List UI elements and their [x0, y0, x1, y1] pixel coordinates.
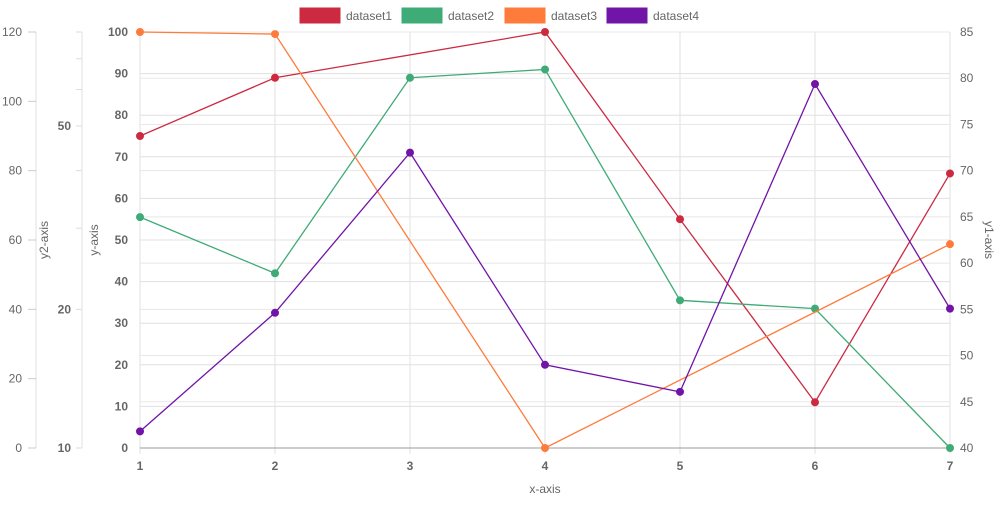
- x-tick-label: 4: [542, 459, 549, 473]
- y1-tick-label: 55: [960, 302, 974, 316]
- y2-tick-label: 20: [9, 372, 23, 386]
- legend-swatch: [401, 7, 443, 24]
- legend-item-dataset1[interactable]: dataset1: [299, 7, 392, 24]
- y2-tick-label: 120: [2, 25, 22, 39]
- axes: 1 2 3 4 5 6 7x-axis0102030405060708090100y-axi…: [2, 25, 996, 496]
- series-dataset3: [136, 28, 954, 452]
- legend-swatch: [299, 7, 341, 24]
- y2-tick-label: 100: [2, 94, 22, 108]
- y2-axis-title: y2-axis: [37, 221, 51, 259]
- y-tick-label: 40: [115, 275, 129, 289]
- series-dataset4: [136, 80, 954, 436]
- y2-tick-label: 0: [15, 441, 22, 455]
- legend-label: dataset2: [448, 9, 494, 23]
- data-point-dataset2: [946, 444, 954, 452]
- data-point-dataset3: [541, 444, 549, 452]
- series-layer: [136, 28, 954, 452]
- legend-item-dataset2[interactable]: dataset2: [401, 7, 494, 24]
- y-tick-label: 20: [115, 358, 129, 372]
- data-point-dataset3: [271, 30, 279, 39]
- y3-tick-label: 20: [58, 302, 72, 316]
- data-point-dataset1: [271, 73, 279, 82]
- y-tick-label: 60: [115, 191, 129, 205]
- data-point-dataset1: [946, 169, 954, 178]
- y-tick-label: 90: [115, 67, 129, 81]
- series-dataset2: [136, 65, 954, 452]
- data-point-dataset2: [676, 296, 684, 305]
- y-tick-label: 10: [115, 399, 129, 413]
- series-line-dataset1: [139, 31, 951, 404]
- x-tick-label: 6: [812, 459, 819, 473]
- legend-label: dataset3: [551, 9, 597, 23]
- y1-tick-label: 80: [960, 71, 974, 85]
- y2-tick-label: 40: [9, 302, 23, 316]
- legend-label: dataset1: [346, 9, 392, 23]
- data-point-dataset4: [136, 427, 144, 436]
- y-tick-label: 100: [108, 25, 128, 39]
- data-point-dataset1: [676, 215, 684, 224]
- data-point-dataset4: [406, 148, 414, 157]
- y1-tick-label: 70: [960, 164, 974, 178]
- data-point-dataset2: [136, 213, 144, 222]
- series-line-dataset3: [139, 31, 951, 449]
- legend-label: dataset4: [653, 9, 699, 23]
- y1-tick-label: 40: [960, 441, 974, 455]
- data-point-dataset3: [946, 240, 954, 249]
- legend-item-dataset3[interactable]: dataset3: [504, 7, 597, 24]
- y-axis-title: y-axis: [87, 224, 101, 255]
- x-axis-title: x-axis: [529, 482, 560, 496]
- x-tick-label: 5: [677, 459, 684, 473]
- data-point-dataset3: [136, 28, 144, 36]
- y1-tick-label: 50: [960, 349, 974, 363]
- y-tick-label: 70: [115, 150, 129, 164]
- y-tick-label: 80: [115, 108, 129, 122]
- x-tick-label: 3: [407, 459, 414, 473]
- y2-tick-label: 60: [9, 233, 23, 247]
- legend-swatch: [606, 7, 648, 24]
- series-dataset1: [136, 28, 954, 407]
- y1-axis-title: y1-axis: [982, 221, 996, 259]
- y1-tick-label: 45: [960, 395, 974, 409]
- y-tick-label: 30: [115, 316, 129, 330]
- data-point-dataset2: [541, 65, 549, 74]
- data-point-dataset2: [406, 73, 414, 82]
- y3-tick-label: 10: [58, 441, 72, 455]
- data-point-dataset1: [811, 398, 819, 407]
- y1-tick-label: 85: [960, 25, 974, 39]
- data-point-dataset4: [271, 308, 279, 317]
- y1-tick-label: 65: [960, 210, 974, 224]
- data-point-dataset4: [811, 80, 819, 88]
- x-tick-label: 2: [272, 459, 279, 473]
- y3-tick-label: 50: [58, 119, 72, 133]
- y-tick-label: 50: [115, 233, 129, 247]
- data-point-dataset4: [541, 360, 549, 369]
- y1-tick-label: 60: [960, 256, 974, 270]
- y-tick-label: 0: [121, 441, 128, 455]
- data-point-dataset4: [946, 304, 954, 313]
- y1-tick-label: 75: [960, 117, 974, 131]
- legend-swatch: [504, 7, 546, 24]
- data-point-dataset1: [136, 132, 144, 140]
- x-tick-label: 1: [137, 459, 144, 473]
- legend-item-dataset4[interactable]: dataset4: [606, 7, 699, 24]
- grid: [139, 31, 951, 454]
- y2-tick-label: 80: [9, 164, 23, 178]
- legend[interactable]: dataset1 dataset2 dataset3 dataset4: [299, 7, 699, 24]
- data-point-dataset4: [676, 387, 684, 396]
- data-point-dataset2: [271, 269, 279, 278]
- x-tick-label: 7: [947, 459, 954, 473]
- data-point-dataset1: [541, 28, 549, 36]
